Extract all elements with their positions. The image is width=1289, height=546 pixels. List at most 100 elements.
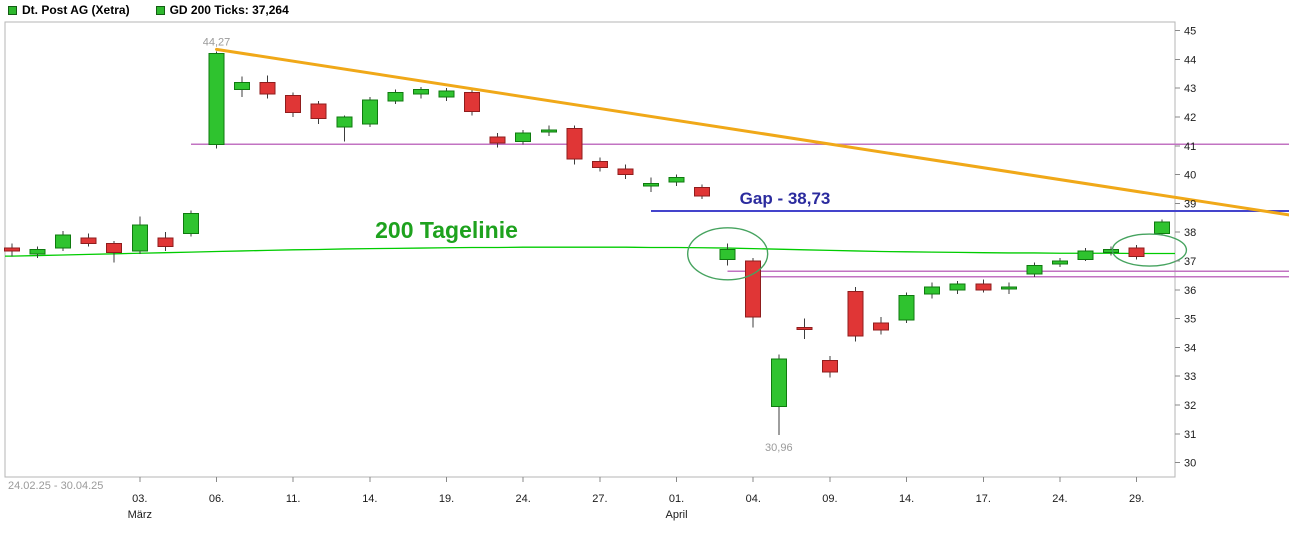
y-tick-label: 44	[1184, 54, 1196, 66]
candle-body	[1000, 286, 1017, 290]
instrument-swatch-icon	[8, 5, 17, 15]
level-lines	[190, 143, 1289, 278]
y-tick-label: 37	[1184, 256, 1196, 268]
y-tick-label: 30	[1184, 458, 1196, 470]
candle-body	[924, 286, 941, 295]
high-price-label: 44,27	[203, 37, 231, 49]
y-tick-label: 43	[1184, 83, 1196, 95]
candle-body	[182, 213, 199, 235]
low-price-label: 30,96	[765, 442, 793, 454]
x-tick-label: 19.	[439, 493, 454, 505]
y-tick-label: 38	[1184, 227, 1196, 239]
ma200-label: 200 Tagelinie	[375, 217, 518, 243]
date-range-label: 24.02.25 - 30.04.25	[8, 480, 104, 492]
x-tick-label: 29.	[1129, 493, 1144, 505]
y-tick-label: 34	[1184, 342, 1196, 354]
y-tick-label: 36	[1184, 285, 1196, 297]
candle-body	[438, 90, 455, 98]
gap-label: Gap - 38,73	[740, 189, 831, 208]
candle-body	[285, 94, 302, 114]
candle-body	[29, 249, 46, 255]
candle-body	[591, 161, 608, 168]
candle-body	[540, 129, 557, 133]
y-tick-label: 39	[1184, 198, 1196, 210]
candle-body	[464, 92, 481, 112]
y-tick-label: 42	[1184, 112, 1196, 124]
candle-body	[796, 326, 813, 330]
candle-body	[412, 89, 429, 95]
y-tick-label: 35	[1184, 314, 1196, 326]
y-tick-label: 31	[1184, 429, 1196, 441]
candle-body	[1103, 249, 1120, 253]
candle-body	[1026, 264, 1043, 275]
x-tick-label: 06.	[209, 493, 224, 505]
x-tick-label: 24.	[1052, 493, 1067, 505]
ma200-line	[5, 246, 1175, 257]
candle-body	[668, 177, 685, 183]
instrument-label: Dt. Post AG (Xetra)	[22, 3, 130, 17]
candle-body	[336, 116, 353, 128]
y-axis: 45 44 43 42 41 40 39 38 37 36 35 34 33 32 31 30	[1175, 26, 1196, 470]
candle-body	[719, 249, 736, 261]
plot-frame	[4, 21, 1176, 478]
candle-body	[1128, 247, 1145, 258]
candle-body	[566, 128, 583, 160]
annotations: 44,27 30,96 200 Tagelinie Gap - 38,73	[203, 37, 831, 454]
candle-body	[694, 187, 711, 197]
x-tick-label: 09.	[822, 493, 837, 505]
x-tick-label: 24.	[516, 493, 531, 505]
highlight-ellipses	[686, 227, 1188, 281]
x-tick-label: 17.	[976, 493, 991, 505]
candles-layer	[4, 51, 1171, 435]
gd200-label: GD 200 Ticks: 37,264	[169, 3, 289, 17]
candle-body	[975, 283, 992, 291]
candle-body	[234, 81, 251, 91]
y-tick-label: 45	[1184, 26, 1196, 38]
candle-body	[4, 247, 20, 252]
candle-body	[617, 168, 634, 176]
month-label: April	[666, 509, 688, 521]
highlight-ellipse	[686, 227, 769, 281]
x-tick-label: 27.	[592, 493, 607, 505]
candle-body	[770, 358, 787, 407]
trendline	[214, 47, 1289, 217]
x-tick-label: 04.	[746, 493, 761, 505]
y-tick-label: 40	[1184, 170, 1196, 182]
candle-body	[1051, 260, 1068, 265]
candle-body	[55, 234, 72, 249]
legend-item-gd200: GD 200 Ticks: 37,264	[155, 3, 289, 17]
candle-body	[821, 359, 838, 373]
y-tick-label: 41	[1184, 141, 1196, 153]
candle-body	[361, 99, 378, 125]
y-tick-label: 32	[1184, 400, 1196, 412]
x-axis: 03. 06. 11. 14. 19. 24. 27. 01. 04. 09. 14. 17. 24. 2…	[128, 477, 1144, 521]
y-tick-label: 33	[1184, 371, 1196, 383]
x-tick-label: 14.	[899, 493, 914, 505]
candle-body	[489, 136, 506, 144]
candle-body	[1077, 250, 1094, 261]
candle-body	[847, 290, 864, 337]
gd200-swatch-icon	[155, 5, 165, 15]
legend-item-instrument: Dt. Post AG (Xetra)	[8, 3, 130, 17]
chart-legend: Dt. Post AG (Xetra) GD 200 Ticks: 37,264	[8, 3, 289, 17]
month-label: März	[128, 509, 152, 521]
x-tick-label: 03.	[132, 493, 147, 505]
x-tick-label: 01.	[669, 493, 684, 505]
candle-body	[387, 92, 404, 102]
candle-body	[208, 53, 225, 145]
candle-body	[1154, 221, 1171, 235]
candle-body	[310, 103, 327, 119]
candle-body	[259, 81, 276, 95]
candle-body	[131, 224, 148, 252]
x-tick-label: 11.	[286, 493, 300, 505]
candle-body	[873, 322, 890, 331]
x-tick-label: 14.	[362, 493, 377, 505]
candle-body	[515, 132, 532, 143]
candle-body	[80, 237, 97, 245]
highlight-ellipse	[1111, 233, 1188, 267]
candle-body	[106, 243, 123, 253]
candle-body	[949, 283, 966, 291]
candle-body	[157, 237, 174, 248]
